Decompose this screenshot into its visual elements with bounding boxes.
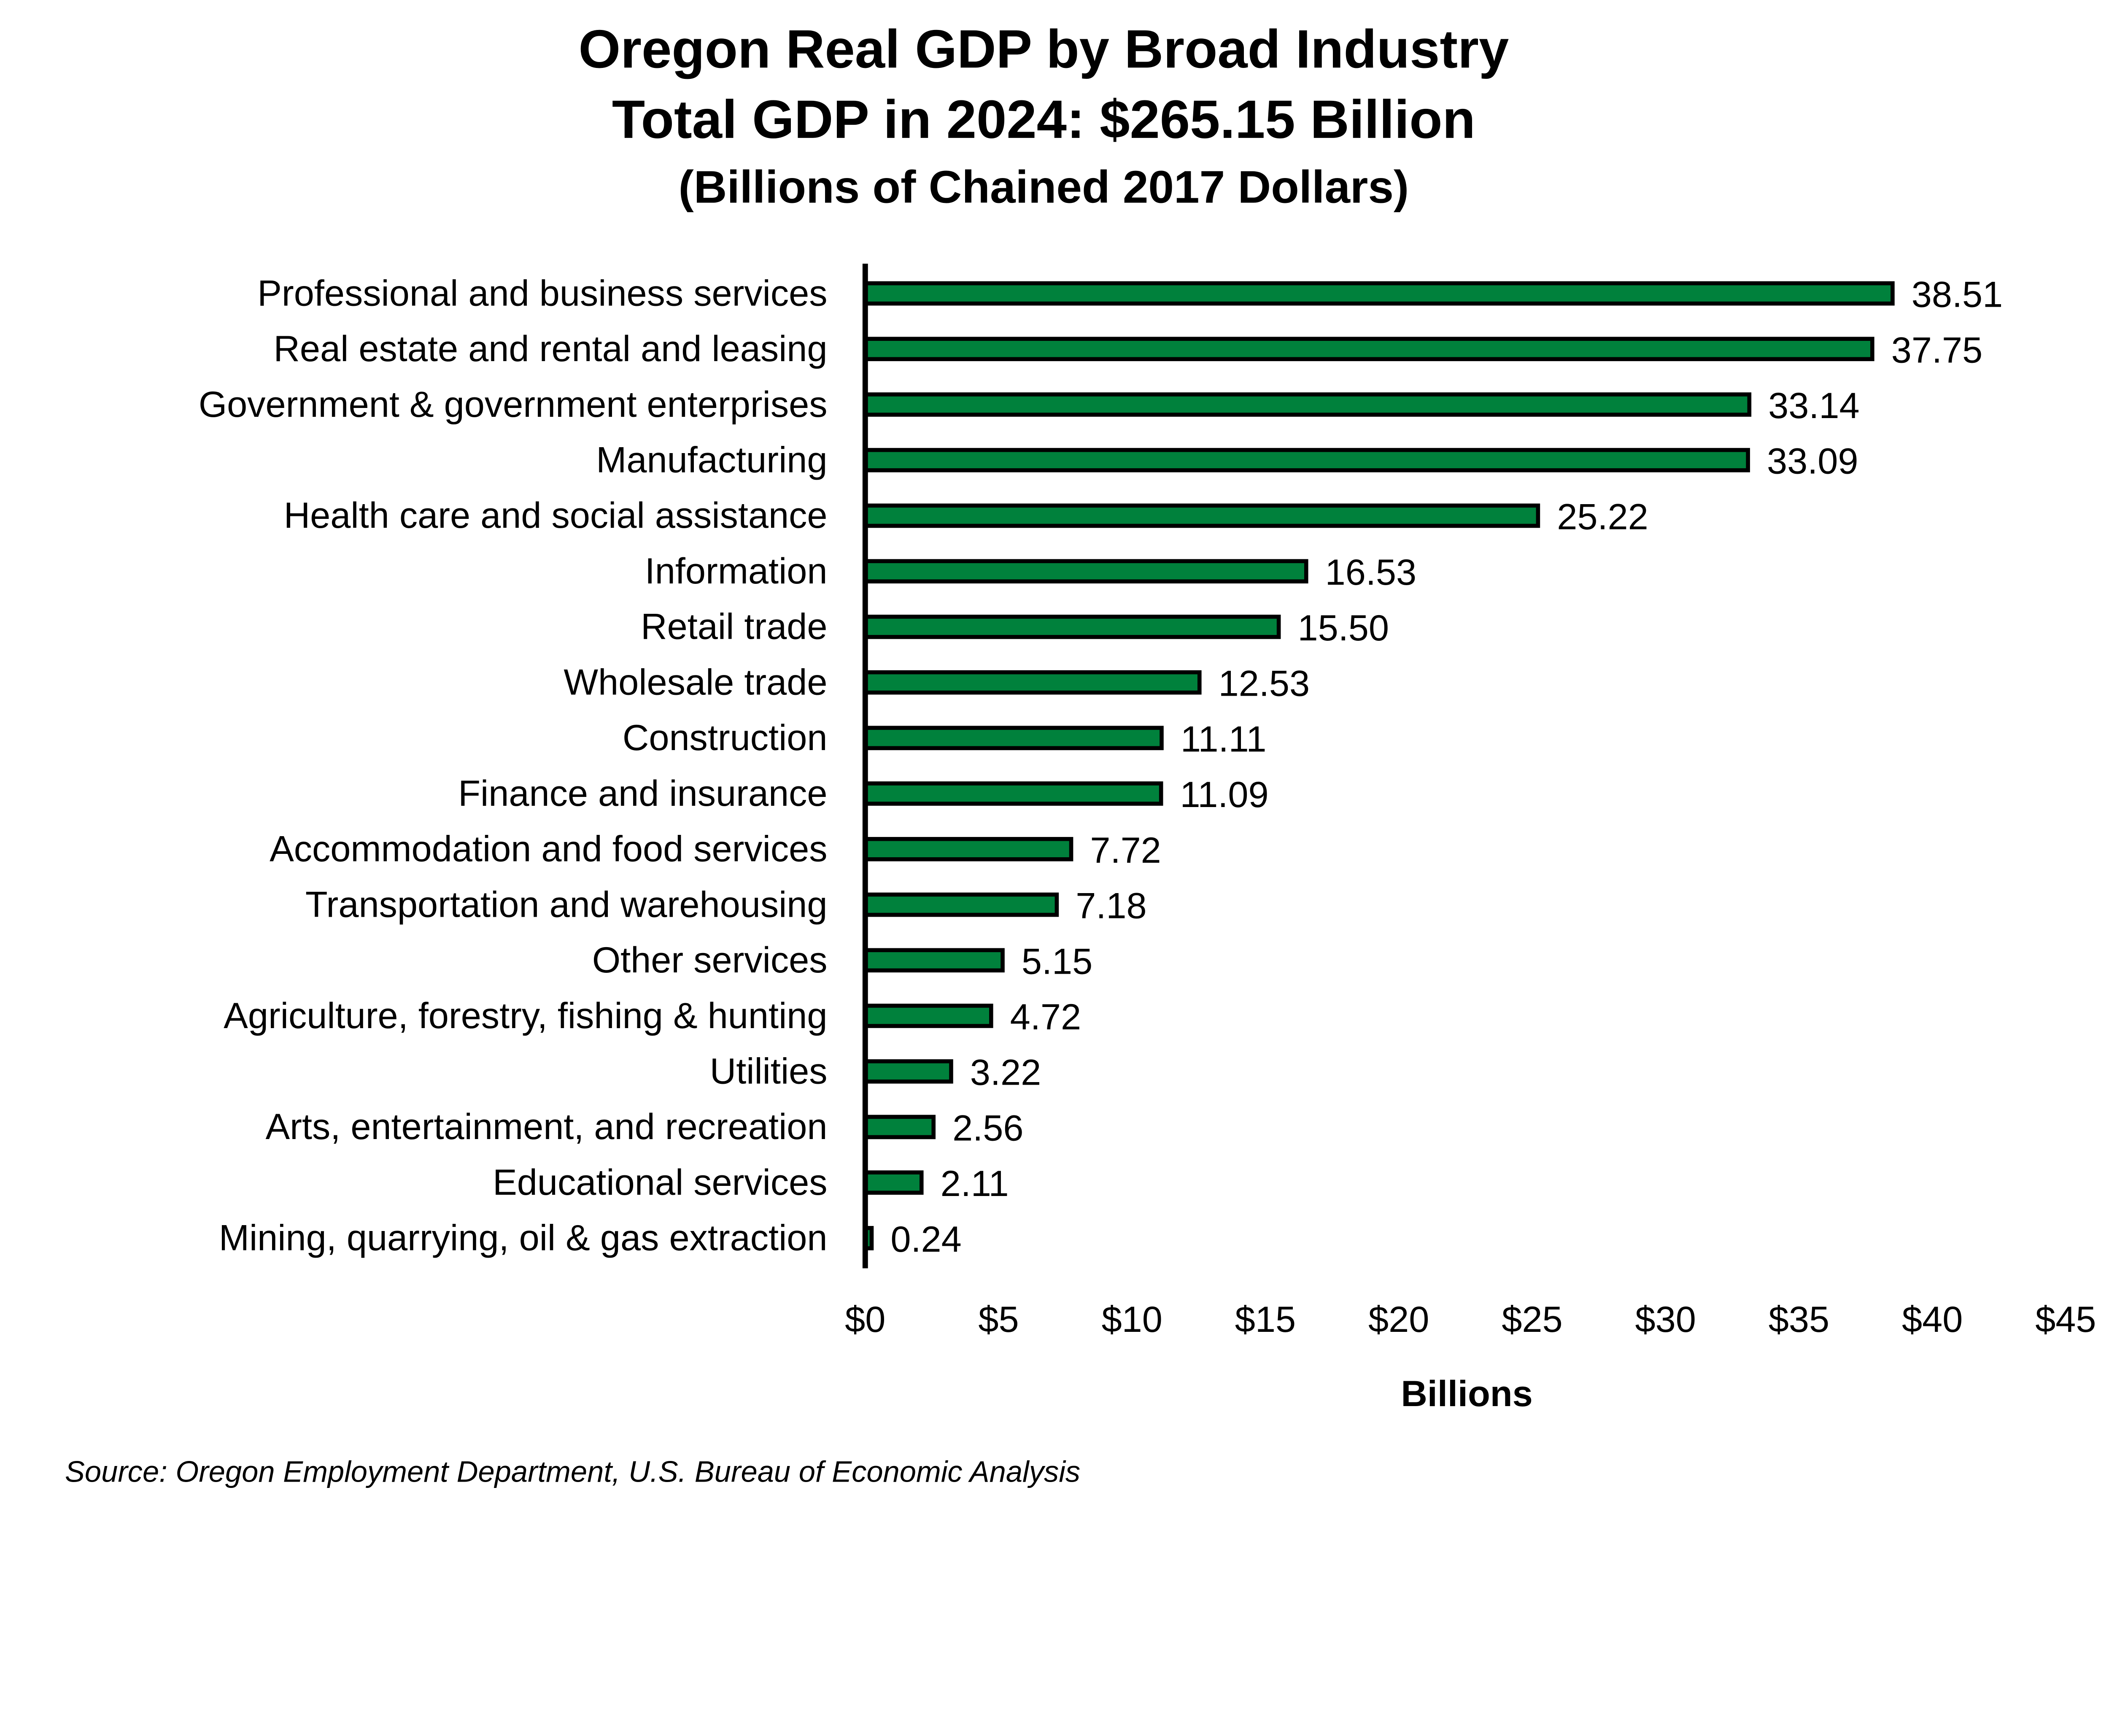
data-label: 2.11 <box>941 1164 1009 1204</box>
data-label: 4.72 <box>1010 997 1081 1037</box>
category-label: Professional and business services <box>257 273 827 313</box>
chart-subtitle: Total GDP in 2024: $265.15 Billion <box>612 89 1475 150</box>
category-label: Accommodation and food services <box>270 829 827 869</box>
bar <box>863 1170 924 1195</box>
data-label: 37.75 <box>1891 330 1983 370</box>
data-label: 11.11 <box>1181 719 1267 759</box>
source-note: Source: Oregon Employment Department, U.… <box>65 1455 1080 1488</box>
bar <box>863 892 1059 917</box>
data-label: 0.24 <box>890 1219 961 1260</box>
category-label: Educational services <box>493 1162 827 1203</box>
x-tick-label: $25 <box>1502 1299 1562 1340</box>
data-label: 25.22 <box>1557 497 1648 537</box>
bar <box>863 448 1750 472</box>
data-label: 16.53 <box>1325 552 1417 593</box>
category-label: Utilities <box>710 1051 828 1092</box>
category-label: Retail trade <box>641 607 827 647</box>
x-tick-label: $45 <box>2035 1299 2096 1340</box>
chart-title: Oregon Real GDP by Broad Industry <box>578 19 1509 79</box>
bar-chart: Oregon Real GDP by Broad Industry Total … <box>65 19 2096 1488</box>
data-label: 33.09 <box>1767 441 1858 482</box>
bar <box>863 1004 993 1028</box>
x-tick-label: $5 <box>978 1299 1019 1340</box>
bar <box>863 392 1752 417</box>
data-label: 7.18 <box>1076 886 1146 926</box>
x-tick-label: $20 <box>1368 1299 1429 1340</box>
category-label: Construction <box>623 718 828 758</box>
x-ticks-group: $0 $5 $10 $15 $20 $25 $30 $35 $40 $45 <box>845 1299 2096 1340</box>
bar <box>863 281 1895 306</box>
category-label: Mining, quarrying, oil & gas extraction <box>219 1218 828 1258</box>
data-label: 3.22 <box>970 1053 1041 1093</box>
bar <box>863 1059 953 1084</box>
data-label: 7.72 <box>1090 830 1161 871</box>
x-axis-label: Billions <box>1401 1374 1532 1414</box>
category-label: Manufacturing <box>596 440 827 481</box>
category-label: Finance and insurance <box>458 773 827 814</box>
data-label: 5.15 <box>1022 941 1092 982</box>
bar <box>863 615 1281 639</box>
data-label: 15.50 <box>1297 608 1389 648</box>
data-label: 33.14 <box>1768 386 1860 426</box>
x-tick-label: $30 <box>1635 1299 1696 1340</box>
category-label: Transportation and warehousing <box>305 884 828 925</box>
data-label: 11.09 <box>1180 775 1269 815</box>
bar <box>863 503 1540 528</box>
data-label: 2.56 <box>952 1108 1023 1148</box>
category-label: Agriculture, forestry, fishing & hunting <box>224 996 827 1036</box>
x-tick-label: $35 <box>1769 1299 1829 1340</box>
category-label: Arts, entertainment, and recreation <box>265 1107 827 1147</box>
x-tick-label: $0 <box>845 1299 885 1340</box>
x-tick-label: $10 <box>1102 1299 1162 1340</box>
bar <box>863 726 1164 751</box>
bar <box>863 948 1005 973</box>
category-label: Real estate and rental and leasing <box>273 329 827 369</box>
category-label: Wholesale trade <box>564 662 827 702</box>
category-label: Government & government enterprises <box>199 384 828 425</box>
x-tick-label: $15 <box>1235 1299 1296 1340</box>
data-label: 38.51 <box>1912 275 2003 315</box>
bars-group: Professional and business services 38.51 R… <box>199 273 2003 1260</box>
category-label: Information <box>645 551 828 591</box>
category-label: Health care and social assistance <box>284 495 828 536</box>
bar <box>863 1115 936 1139</box>
chart-units: (Billions of Chained 2017 Dollars) <box>678 162 1409 213</box>
data-label: 12.53 <box>1219 664 1310 704</box>
bar <box>863 781 1163 806</box>
category-label: Other services <box>592 940 828 980</box>
bar <box>863 337 1874 362</box>
bar <box>863 559 1308 583</box>
x-tick-label: $40 <box>1902 1299 1963 1340</box>
bar <box>863 670 1202 695</box>
bar <box>863 837 1073 861</box>
